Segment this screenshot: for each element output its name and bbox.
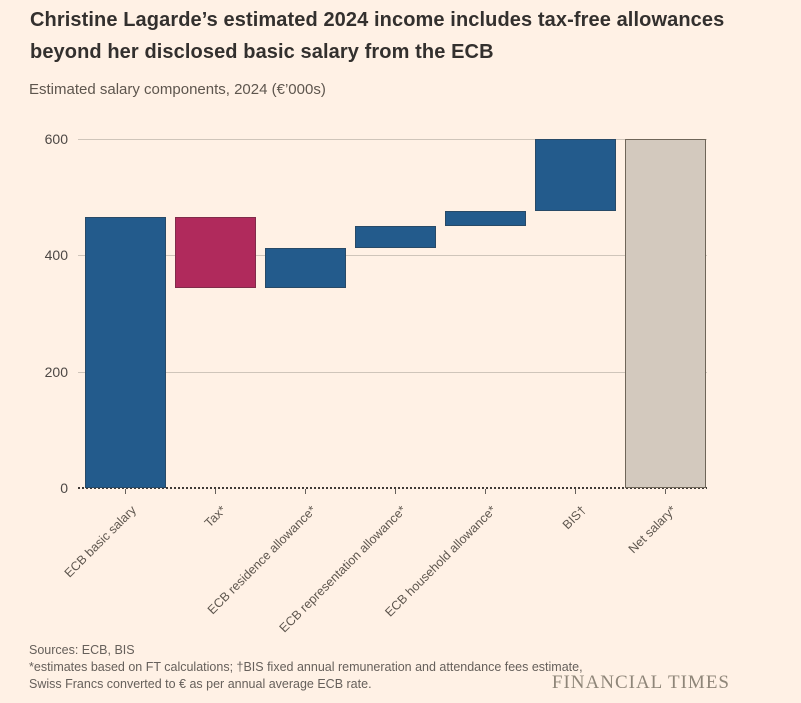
bar-bis xyxy=(535,139,616,211)
x-axis-label-net-salary: Net salary* xyxy=(625,503,679,557)
bar-net-salary xyxy=(625,139,706,488)
x-axis-tick-ecb-household-allowance xyxy=(485,489,486,494)
x-axis-label-bis: BIS† xyxy=(559,503,589,533)
x-axis-tick-net-salary xyxy=(665,489,666,494)
footnote-line-1: *estimates based on FT calculations; †BI… xyxy=(29,660,583,674)
x-axis-tick-ecb-basic-salary xyxy=(125,489,126,494)
bar-tax xyxy=(175,216,256,289)
zero-axis-line xyxy=(78,487,707,489)
x-axis-label-tax: Tax* xyxy=(201,503,229,531)
y-axis-tick-600: 600 xyxy=(44,131,68,147)
chart-subtitle: Estimated salary components, 2024 (€’000… xyxy=(29,81,326,98)
x-axis-tick-ecb-representation-allowance xyxy=(395,489,396,494)
bar-ecb-representation-allowance xyxy=(355,225,436,249)
x-axis-label-ecb-basic-salary: ECB basic salary xyxy=(61,503,139,581)
chart-footer: Sources: ECB, BIS *estimates based on FT… xyxy=(29,642,583,693)
bar-ecb-basic-salary xyxy=(85,216,166,488)
chart-title: Christine Lagarde’s estimated 2024 incom… xyxy=(30,9,725,63)
gridline-600 xyxy=(78,139,707,140)
y-axis-tick-400: 400 xyxy=(44,247,68,264)
ft-logo: FINANCIAL TIMES xyxy=(551,672,730,693)
y-axis-tick-0: 0 xyxy=(60,480,68,496)
sources-line: Sources: ECB, BIS xyxy=(29,643,135,657)
x-axis-tick-tax xyxy=(215,489,216,494)
footnote-line-2: Swiss Francs converted to € as per annua… xyxy=(29,677,372,691)
gridline-200 xyxy=(78,371,707,373)
bar-ecb-residence-allowance xyxy=(265,248,346,289)
x-axis-tick-ecb-residence-allowance xyxy=(305,489,306,494)
x-axis-tick-bis xyxy=(575,489,576,494)
y-axis-tick-200: 200 xyxy=(44,363,68,380)
gridline-400 xyxy=(78,255,707,257)
bar-ecb-household-allowance xyxy=(445,210,526,226)
